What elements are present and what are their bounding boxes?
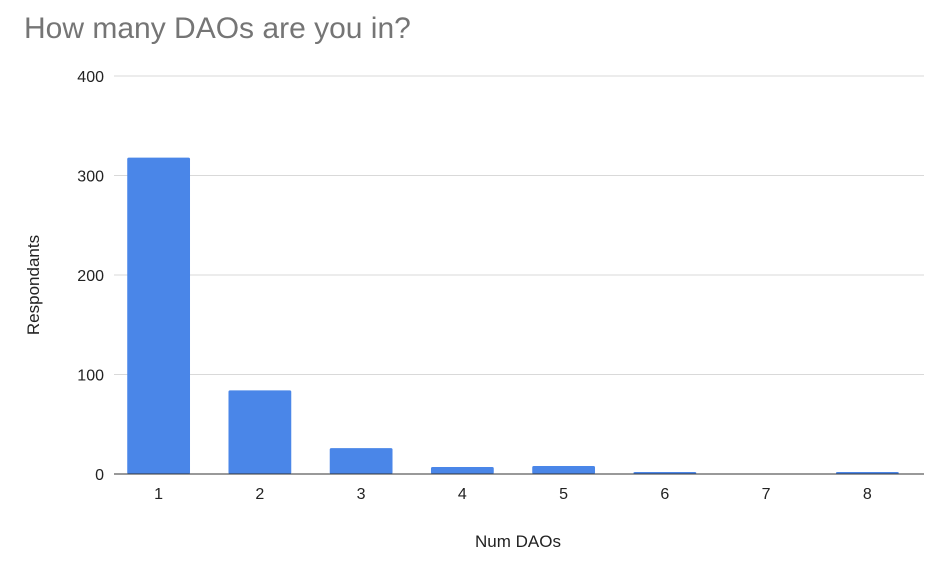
x-tick-label: 2: [255, 486, 264, 503]
gridlines: [114, 75, 924, 375]
bar: [329, 448, 393, 474]
y-tick-label: 0: [95, 467, 104, 484]
y-axis-label: Respondants: [24, 235, 43, 335]
x-tick-label: 6: [660, 486, 669, 503]
x-tick-label: 8: [863, 486, 872, 503]
x-tick-label: 1: [154, 486, 163, 503]
bars: [127, 157, 899, 474]
bar: [228, 390, 292, 474]
bar: [127, 157, 191, 474]
chart-title: How many DAOs are you in?: [24, 12, 411, 45]
bar: [532, 466, 596, 474]
y-tick-label: 400: [77, 69, 104, 86]
x-tick-label: 3: [357, 486, 366, 503]
y-tick-label: 100: [77, 368, 104, 385]
x-tick-label: 4: [458, 486, 467, 503]
x-axis-label: Num DAOs: [475, 532, 561, 551]
y-tick-label: 200: [77, 268, 104, 285]
x-tick-label: 5: [559, 486, 568, 503]
bar: [430, 467, 494, 474]
x-axis-ticks: 1 2 3 4 5 6 7 8: [154, 486, 872, 503]
x-tick-label: 7: [762, 486, 771, 503]
y-tick-label: 300: [77, 169, 104, 186]
y-axis-ticks: 0 100 200 300 400: [77, 69, 104, 484]
